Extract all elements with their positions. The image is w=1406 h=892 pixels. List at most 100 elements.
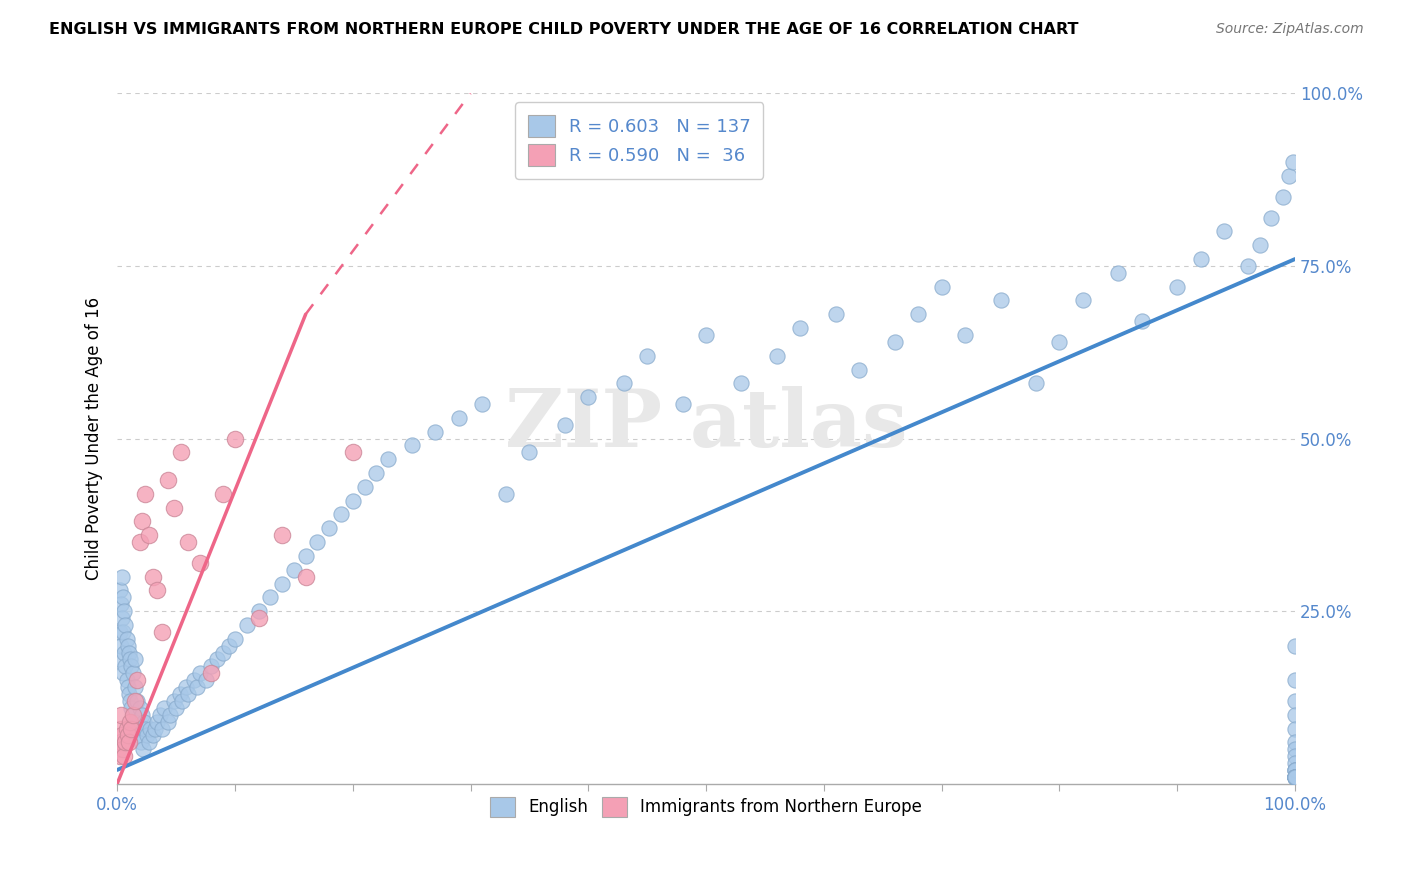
Point — [118, 735, 141, 749]
Point — [955, 328, 977, 343]
Y-axis label: Child Poverty Under the Age of 16: Child Poverty Under the Age of 16 — [86, 297, 103, 580]
Point — [271, 576, 294, 591]
Point — [212, 646, 235, 660]
Point — [174, 680, 197, 694]
Point — [129, 735, 152, 749]
Point — [318, 521, 340, 535]
Point — [931, 279, 953, 293]
Point — [128, 535, 150, 549]
Point — [125, 722, 148, 736]
Point — [139, 722, 162, 736]
Point — [117, 680, 139, 694]
Point — [111, 569, 134, 583]
Point — [613, 376, 636, 391]
Point — [141, 728, 163, 742]
Point — [495, 487, 517, 501]
Point — [1284, 770, 1306, 784]
Point — [112, 749, 135, 764]
Point — [127, 673, 149, 688]
Point — [110, 707, 132, 722]
Point — [183, 673, 205, 688]
Point — [114, 735, 136, 749]
Point — [848, 362, 870, 376]
Point — [1281, 155, 1303, 169]
Point — [224, 632, 246, 646]
Point — [1272, 190, 1295, 204]
Point — [1284, 673, 1306, 688]
Point — [307, 535, 329, 549]
Point — [170, 445, 193, 459]
Point — [1249, 238, 1271, 252]
Point — [1284, 770, 1306, 784]
Point — [156, 714, 179, 729]
Point — [120, 694, 142, 708]
Point — [131, 515, 153, 529]
Point — [124, 652, 146, 666]
Point — [1284, 694, 1306, 708]
Point — [1284, 770, 1306, 784]
Point — [259, 591, 281, 605]
Point — [1213, 224, 1236, 238]
Point — [143, 722, 166, 736]
Point — [1166, 279, 1188, 293]
Point — [1237, 259, 1260, 273]
Point — [127, 694, 149, 708]
Point — [134, 487, 156, 501]
Point — [554, 417, 576, 432]
Point — [471, 397, 494, 411]
Point — [1071, 293, 1094, 308]
Point — [671, 397, 693, 411]
Point — [1284, 756, 1306, 770]
Point — [159, 707, 181, 722]
Point — [127, 728, 149, 742]
Point — [121, 666, 143, 681]
Point — [247, 604, 270, 618]
Point — [730, 376, 752, 391]
Point — [134, 722, 156, 736]
Point — [165, 700, 187, 714]
Point — [131, 707, 153, 722]
Point — [120, 700, 142, 714]
Point — [194, 673, 217, 688]
Point — [132, 742, 155, 756]
Point — [1189, 252, 1212, 266]
Point — [235, 618, 257, 632]
Point — [108, 749, 131, 764]
Point — [1284, 749, 1306, 764]
Point — [1284, 639, 1306, 653]
Point — [118, 646, 141, 660]
Point — [1284, 735, 1306, 749]
Point — [177, 535, 200, 549]
Point — [342, 493, 364, 508]
Point — [1278, 169, 1301, 184]
Point — [1107, 266, 1129, 280]
Point — [150, 624, 173, 639]
Point — [188, 556, 211, 570]
Point — [112, 742, 135, 756]
Text: ENGLISH VS IMMIGRANTS FROM NORTHERN EUROPE CHILD POVERTY UNDER THE AGE OF 16 COR: ENGLISH VS IMMIGRANTS FROM NORTHERN EURO… — [49, 22, 1078, 37]
Point — [247, 611, 270, 625]
Point — [108, 722, 131, 736]
Point — [1260, 211, 1282, 225]
Point — [1284, 770, 1306, 784]
Point — [112, 604, 135, 618]
Point — [1284, 770, 1306, 784]
Point — [907, 307, 929, 321]
Text: Source: ZipAtlas.com: Source: ZipAtlas.com — [1216, 22, 1364, 37]
Point — [107, 742, 129, 756]
Point — [110, 597, 132, 611]
Point — [294, 549, 316, 563]
Point — [177, 687, 200, 701]
Point — [146, 583, 169, 598]
Point — [112, 591, 135, 605]
Point — [112, 646, 135, 660]
Point — [120, 652, 142, 666]
Point — [134, 714, 156, 729]
Point — [212, 487, 235, 501]
Point — [107, 652, 129, 666]
Point — [1284, 770, 1306, 784]
Point — [150, 722, 173, 736]
Point — [1284, 770, 1306, 784]
Point — [128, 700, 150, 714]
Point — [636, 349, 658, 363]
